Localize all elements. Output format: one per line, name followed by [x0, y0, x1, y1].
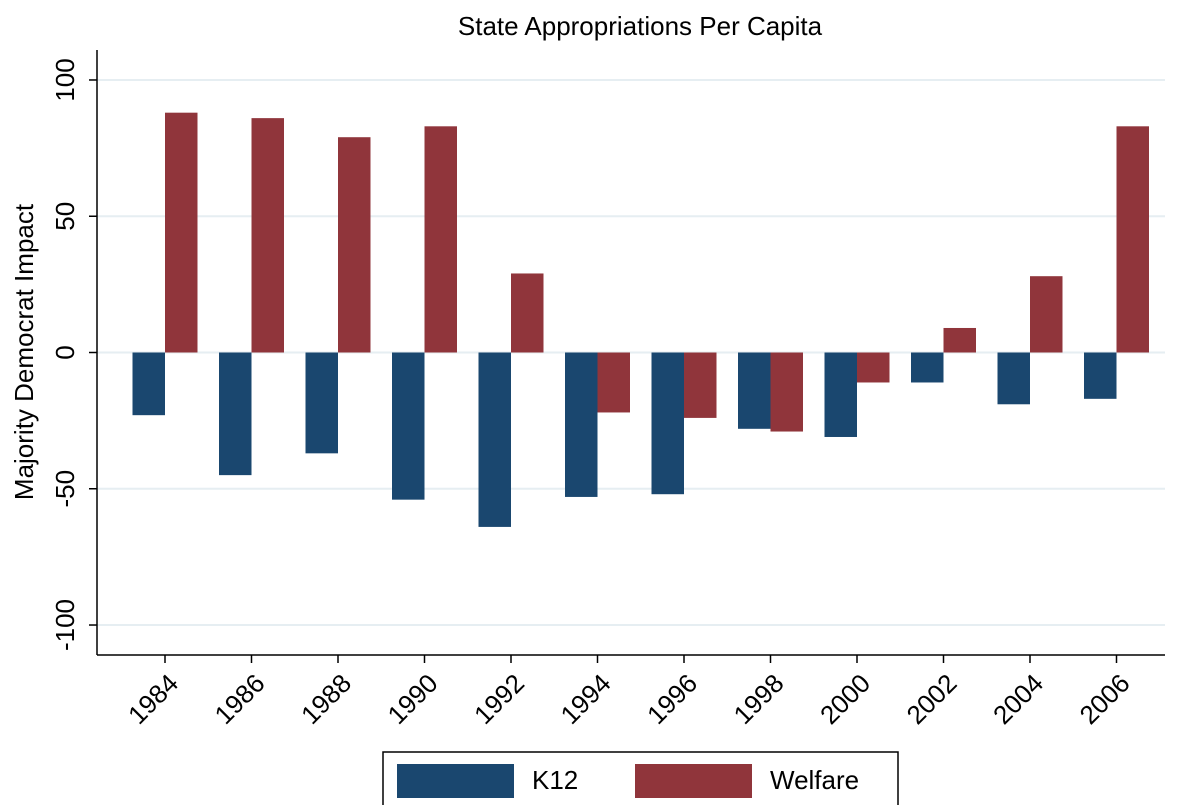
- bar: [132, 352, 165, 416]
- x-tick-label: 1984: [122, 668, 184, 730]
- bar: [770, 352, 803, 432]
- x-tick-label: 1988: [295, 668, 357, 730]
- bar: [857, 352, 890, 383]
- y-tick-label: 50: [50, 202, 80, 231]
- legend-swatch: [635, 764, 752, 798]
- x-tick-label: 1994: [554, 668, 616, 730]
- bar: [1030, 276, 1063, 353]
- bar: [684, 352, 717, 418]
- x-tick-label: 2002: [900, 668, 962, 730]
- bar: [165, 112, 198, 353]
- bar: [1116, 126, 1149, 353]
- legend-label: K12: [532, 765, 578, 795]
- bar: [824, 352, 857, 437]
- bar: [305, 352, 338, 454]
- x-tick-label: 1998: [727, 668, 789, 730]
- bar: [651, 352, 684, 495]
- y-tick-label: -100: [50, 599, 80, 651]
- bar: [424, 126, 457, 353]
- x-tick-label: 2006: [1073, 668, 1135, 730]
- bar: [251, 118, 284, 353]
- bar: [943, 327, 976, 353]
- bar: [911, 352, 944, 383]
- bar: [565, 352, 598, 497]
- x-tick-label: 1990: [381, 668, 443, 730]
- bar: [597, 352, 630, 413]
- x-tick-label: 2004: [987, 668, 1049, 730]
- x-tick-label: 1996: [641, 668, 703, 730]
- bar: [1084, 352, 1117, 399]
- y-tick-label: -50: [50, 470, 80, 508]
- bar: [478, 352, 511, 527]
- bar: [338, 137, 371, 353]
- x-tick-label: 2000: [814, 668, 876, 730]
- x-tick-label: 1986: [208, 668, 270, 730]
- bar: [219, 352, 252, 476]
- bar: [392, 352, 425, 500]
- legend-swatch: [397, 764, 514, 798]
- chart-title: State Appropriations Per Capita: [458, 11, 823, 41]
- y-tick-label: 0: [50, 345, 80, 359]
- y-axis-label: Majority Democrat Impact: [9, 203, 39, 500]
- legend-label: Welfare: [770, 765, 859, 795]
- bar: [738, 352, 771, 429]
- y-tick-label: 100: [50, 58, 80, 101]
- bar: [997, 352, 1030, 405]
- x-tick-label: 1992: [468, 668, 530, 730]
- bar: [511, 273, 544, 353]
